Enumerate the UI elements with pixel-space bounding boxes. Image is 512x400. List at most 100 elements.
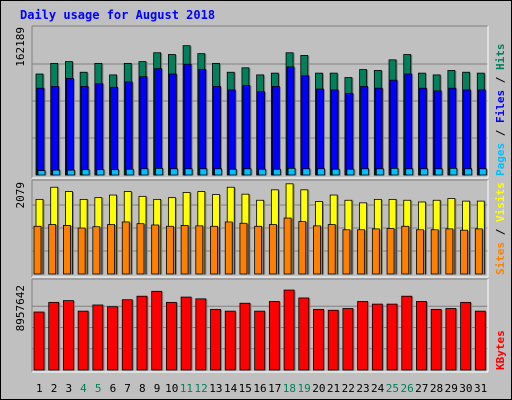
legend-item-pages: Pages	[494, 143, 507, 176]
sites-bar	[210, 225, 218, 275]
kbytes-bar	[63, 300, 74, 371]
pages-bar	[361, 168, 370, 176]
legend-separator: /	[494, 222, 507, 242]
kbytes-bar	[401, 295, 413, 371]
files-bar	[198, 69, 207, 176]
kbytes-bar	[386, 303, 398, 371]
pages-bar	[37, 170, 46, 176]
sites-bar	[33, 225, 42, 275]
files-bar	[242, 85, 251, 176]
kbytes-bar	[445, 308, 457, 371]
sites-bar	[195, 225, 204, 275]
pages-bar	[96, 169, 105, 176]
hits-y-max-label: 162189	[14, 27, 27, 67]
x-tick-label: 30	[459, 382, 472, 395]
kbytes-bar	[151, 290, 163, 371]
x-tick-label: 7	[124, 382, 131, 395]
x-tick-label: 31	[474, 382, 487, 395]
pages-bar	[67, 169, 75, 176]
legend-item-kbytes: KBytes	[494, 330, 507, 370]
sites-bar	[136, 223, 145, 275]
legend-item-files: Files	[494, 90, 507, 123]
files-bar	[330, 89, 339, 176]
pages-bar	[155, 167, 164, 176]
sites-bar	[165, 225, 174, 275]
sites-bar	[386, 228, 395, 275]
x-tick-label: 2	[51, 382, 58, 395]
sites-bar	[327, 224, 336, 275]
files-bar	[183, 63, 192, 176]
pages-bar	[272, 168, 281, 176]
files-bar	[36, 87, 45, 176]
files-bar	[95, 83, 104, 176]
files-bar	[433, 90, 442, 176]
kbytes-bar	[107, 306, 118, 371]
x-tick-label: 3	[65, 382, 72, 395]
sites-bar	[430, 229, 439, 275]
x-tick-label: 25	[386, 382, 399, 395]
kbytes-y-max-label: 8957642	[14, 285, 27, 331]
sites-bar	[121, 221, 130, 275]
sites-bar	[445, 228, 454, 275]
pages-bar	[52, 169, 61, 176]
x-tick-label: 23	[356, 382, 369, 395]
legend-item-sites: Sites	[494, 242, 507, 275]
files-bar	[463, 89, 471, 176]
x-tick-label: 15	[239, 382, 252, 395]
sites-bar	[92, 226, 101, 275]
sites-bar	[77, 227, 86, 275]
kbytes-bar	[371, 303, 383, 371]
files-bar	[404, 73, 413, 176]
sites-bar	[357, 229, 366, 275]
kbytes-bar	[357, 301, 369, 371]
pages-bar	[405, 168, 414, 176]
kbytes-bar	[210, 308, 221, 371]
x-tick-label: 4	[80, 382, 87, 395]
kbytes-bar	[416, 301, 427, 371]
files-bar	[301, 75, 310, 176]
x-tick-label: 17	[268, 382, 281, 395]
files-bar	[124, 81, 133, 176]
files-bar	[51, 86, 60, 176]
kbytes-bar	[165, 301, 177, 371]
sites-bar	[283, 217, 292, 275]
pages-bar	[302, 168, 311, 176]
kbytes-bar	[239, 302, 251, 371]
files-bar	[419, 87, 427, 176]
sites-bar	[224, 221, 233, 275]
sites-bar	[107, 224, 115, 275]
sites-bar	[151, 224, 160, 275]
pages-bar	[331, 168, 340, 176]
kbytes-bar	[313, 308, 324, 371]
files-bar	[477, 89, 486, 176]
files-bar	[389, 79, 398, 176]
files-bar	[213, 86, 221, 176]
kbytes-bar	[298, 297, 310, 371]
pages-bar	[214, 168, 222, 176]
pages-bar	[420, 168, 428, 176]
kbytes-legend: KBytes	[494, 330, 507, 370]
sites-bar	[63, 225, 71, 275]
pages-bar	[258, 168, 267, 176]
kbytes-bar	[33, 311, 45, 371]
x-tick-label: 27	[415, 382, 428, 395]
pages-bar	[390, 167, 399, 176]
files-bar	[271, 86, 280, 176]
files-bar	[139, 76, 148, 176]
files-bar	[345, 93, 354, 176]
x-tick-label: 22	[342, 382, 355, 395]
sites-bar	[342, 229, 351, 275]
x-tick-label: 5	[95, 382, 102, 395]
sites-bar	[401, 225, 410, 275]
pages-bar	[228, 168, 237, 176]
x-tick-label: 6	[110, 382, 117, 395]
sites-bar	[268, 224, 277, 275]
sites-bar	[180, 225, 189, 275]
files-bar	[66, 78, 74, 176]
x-tick-label: 24	[371, 382, 385, 395]
sites-bar	[254, 225, 263, 275]
files-bar	[448, 87, 457, 176]
legend-separator: /	[494, 123, 507, 143]
x-tick-label: 11	[180, 382, 193, 395]
files-bar	[168, 73, 177, 176]
